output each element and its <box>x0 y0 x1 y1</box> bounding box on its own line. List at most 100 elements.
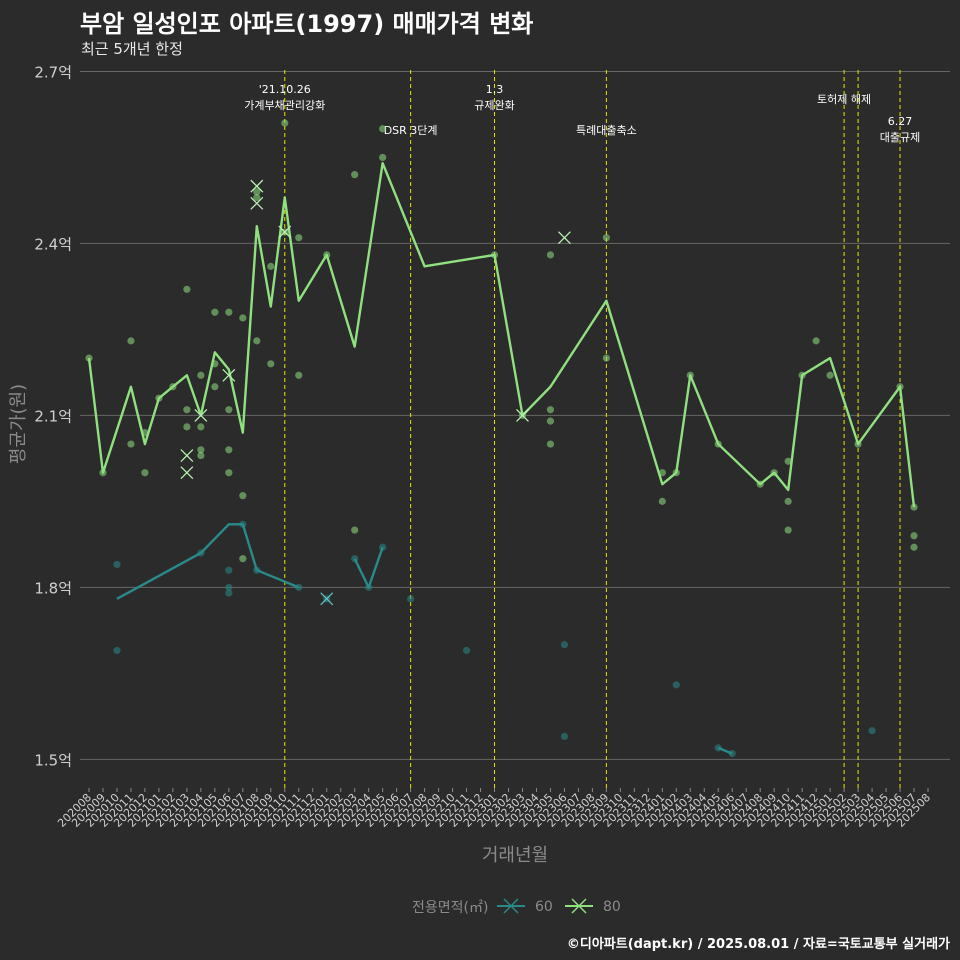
event-label: 특례대출축소 <box>576 124 637 137</box>
data-point <box>267 262 275 270</box>
data-point <box>141 469 149 477</box>
y-tick-label: 1.8억 <box>34 579 72 597</box>
series-line <box>116 523 300 600</box>
legend-item-60: 60 <box>497 898 553 915</box>
series-60 <box>113 520 876 758</box>
data-point <box>197 451 205 460</box>
data-point <box>379 153 387 162</box>
y-tick-label: 2.4억 <box>34 235 72 253</box>
data-point <box>351 171 359 179</box>
event-label: 토허제 해제 <box>817 92 871 106</box>
data-point <box>462 646 471 655</box>
data-point <box>127 337 135 345</box>
chart-title: 부암 일성인포 아파트(1997) 매매가격 변화 <box>80 10 534 38</box>
cross-marker <box>250 179 264 193</box>
data-point <box>211 383 219 391</box>
data-point <box>253 193 261 202</box>
chart-subtitle: 최근 5개년 한정 <box>81 40 183 58</box>
data-point <box>546 417 555 425</box>
data-point <box>225 589 233 597</box>
data-point <box>784 526 792 534</box>
data-point <box>225 583 233 591</box>
data-point <box>225 308 233 316</box>
legend-title: 전용면적(㎡) <box>412 900 489 916</box>
data-point <box>672 681 680 689</box>
cross-marker <box>194 408 208 422</box>
data-point <box>239 492 247 500</box>
data-point <box>281 119 289 127</box>
legend-item-80: 80 <box>565 898 621 915</box>
event-label: 대출규제 <box>880 131 920 144</box>
cross-marker <box>250 196 264 210</box>
data-point <box>197 423 205 431</box>
legend-cross <box>503 898 519 914</box>
data-point <box>546 440 555 448</box>
cross-marker <box>557 231 571 245</box>
series-80 <box>85 119 918 563</box>
data-point <box>183 406 191 414</box>
data-point <box>379 125 387 133</box>
y-axis-title: 평균가(원) <box>8 384 29 464</box>
data-point <box>211 308 219 316</box>
y-tick-label: 1.5억 <box>34 751 72 769</box>
data-point <box>560 641 569 649</box>
data-point <box>225 446 233 454</box>
source-caption: ©디아파트(dapt.kr) / 2025.08.01 / 자료=국토교통부 실… <box>566 937 950 952</box>
event-label: 1.3 <box>486 83 504 96</box>
data-point <box>197 371 205 379</box>
data-point <box>113 646 121 655</box>
data-point <box>910 503 918 511</box>
data-point <box>784 457 792 465</box>
event-label: 규제완화 <box>474 99 514 112</box>
event-label: 6.27 <box>888 115 913 128</box>
data-point <box>183 423 191 431</box>
event-label: '21.10.26 <box>259 83 311 96</box>
y-tick-label: 2.7억 <box>34 63 72 81</box>
cross-marker <box>180 466 194 480</box>
event-label: 가계부채관리강화 <box>244 99 325 112</box>
cross-marker <box>222 368 236 382</box>
legend-label: 60 <box>535 899 553 915</box>
cross-marker <box>320 592 334 606</box>
data-point <box>910 532 918 540</box>
data-point <box>225 469 233 477</box>
data-point <box>253 188 261 196</box>
data-point <box>546 406 555 414</box>
data-point <box>253 337 261 345</box>
data-point <box>560 732 569 741</box>
x-axis-title: 거래년월 <box>482 845 548 866</box>
data-point <box>868 727 876 735</box>
data-point <box>225 406 233 414</box>
data-point <box>113 560 121 569</box>
data-point <box>658 497 666 505</box>
legend-cross <box>571 898 587 914</box>
data-point <box>197 446 205 454</box>
data-point <box>295 371 303 379</box>
series-line <box>353 546 384 589</box>
data-point <box>225 566 233 574</box>
data-point <box>351 526 359 534</box>
cross-marker <box>278 225 292 239</box>
data-point <box>127 440 135 448</box>
data-point <box>407 595 415 603</box>
data-point <box>602 234 610 242</box>
legend-label: 80 <box>603 899 621 915</box>
cross-marker <box>180 449 194 462</box>
y-tick-label: 2.1억 <box>34 407 72 425</box>
data-point <box>812 337 820 345</box>
data-point <box>910 543 918 551</box>
data-point <box>784 497 792 505</box>
series-line <box>87 161 916 508</box>
data-point <box>239 555 247 563</box>
event-label: DSR 3단계 <box>384 124 438 137</box>
series-line <box>717 746 733 755</box>
data-point <box>239 314 247 322</box>
data-point <box>826 371 834 379</box>
data-point <box>183 285 191 293</box>
data-point <box>295 234 303 242</box>
data-point <box>546 251 555 259</box>
data-point <box>267 360 275 368</box>
cross-marker <box>516 408 529 422</box>
data-point <box>602 354 610 362</box>
